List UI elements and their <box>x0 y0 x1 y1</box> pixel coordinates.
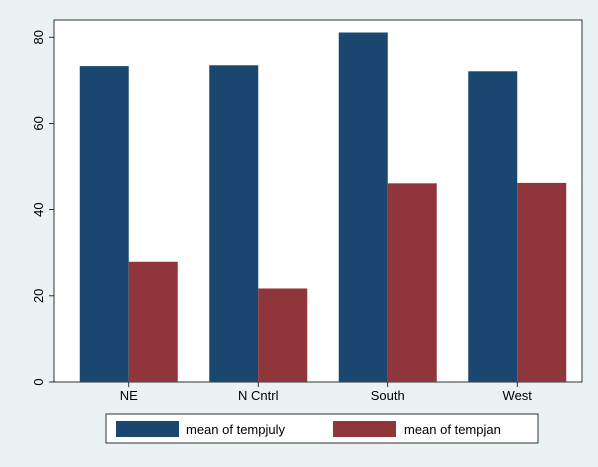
y-tick-label: 0 <box>31 378 46 385</box>
x-tick-label: South <box>371 388 405 403</box>
legend-label-tempjan: mean of tempjan <box>404 422 501 437</box>
y-tick-label: 20 <box>31 289 46 303</box>
bar <box>209 65 259 382</box>
legend: mean of tempjuly mean of tempjan <box>105 413 539 444</box>
y-tick-label: 40 <box>31 202 46 216</box>
bar <box>387 183 437 382</box>
bar <box>338 32 388 382</box>
bar <box>468 71 518 383</box>
y-tick-label: 80 <box>31 30 46 44</box>
legend-swatch-tempjan <box>333 421 396 437</box>
bar <box>517 182 567 382</box>
x-tick-label: NE <box>120 388 138 403</box>
y-axis: 0 20 40 60 80 <box>31 30 54 386</box>
bar <box>79 66 129 382</box>
y-tick-label: 60 <box>31 116 46 130</box>
bars <box>79 32 567 383</box>
x-tick-label: West <box>503 388 533 403</box>
legend-swatch-tempjuly <box>116 421 179 437</box>
x-axis: NE N Cntrl South West <box>120 382 533 403</box>
legend-label-tempjuly: mean of tempjuly <box>186 422 285 437</box>
x-tick-label: N Cntrl <box>238 388 279 403</box>
bar <box>128 261 178 382</box>
bar <box>258 288 308 382</box>
